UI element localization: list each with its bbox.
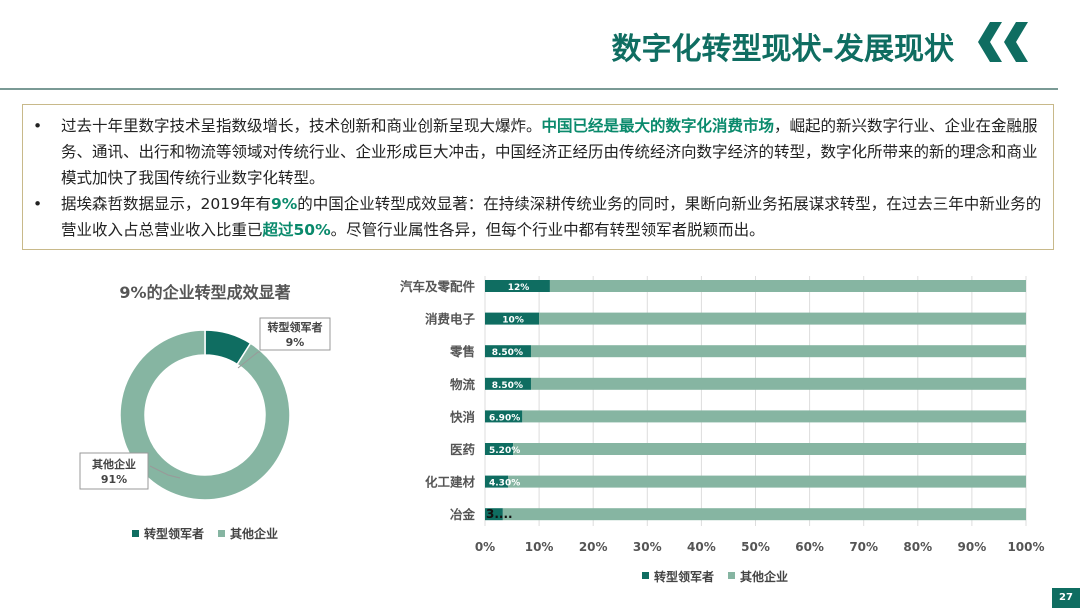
x-tick-label: 50% <box>741 540 770 554</box>
x-tick-label: 10% <box>525 540 554 554</box>
bar-segment <box>530 345 1026 358</box>
text-span: 。尽管行业属性各异，但每个行业中都有转型领军者脱颖而出。 <box>330 221 765 239</box>
y-category-label: 快消 <box>450 409 476 424</box>
data-label: 5.20% <box>489 446 520 456</box>
summary-box: • 过去十年里数字技术呈指数级增长，技术创新和商业创新呈现大爆炸。中国已经是最大的… <box>22 104 1054 250</box>
bar-segment <box>485 312 540 325</box>
legend-label: 其他企业 <box>740 569 788 584</box>
slice-label-value: 91% <box>101 473 127 486</box>
callout-line <box>149 465 181 479</box>
x-tick-label: 70% <box>849 540 878 554</box>
highlight-text: 超过50% <box>262 221 331 239</box>
data-label: 12% <box>508 283 530 293</box>
data-label: 3.... <box>486 507 513 521</box>
slice-label-value: 9% <box>286 336 305 349</box>
bar-segment <box>485 508 503 521</box>
y-category-label: 汽车及零配件 <box>400 279 476 294</box>
y-category-label: 物流 <box>450 377 476 392</box>
data-label: 8.50% <box>492 381 523 391</box>
bar-segment <box>485 443 514 455</box>
x-tick-label: 90% <box>958 540 987 554</box>
x-tick-label: 20% <box>579 540 608 554</box>
legend-swatch <box>728 572 735 579</box>
legend-swatch <box>132 530 139 537</box>
bullet-dot: • <box>33 117 43 135</box>
bar-segment <box>485 410 523 423</box>
x-tick-label: 60% <box>795 540 824 554</box>
highlight-text: 9% <box>270 195 298 213</box>
page-title: 数字化转型现状-发展现状 <box>611 32 954 67</box>
callout-line <box>237 351 260 369</box>
y-category-label: 消费电子 <box>425 312 476 327</box>
bullet-item: • 过去十年里数字技术呈指数级增长，技术创新和商业创新呈现大爆炸。中国已经是最大的… <box>33 113 1043 191</box>
bar-segment <box>508 475 1026 488</box>
bullet-text: 过去十年里数字技术呈指数级增长，技术创新和商业创新呈现大爆炸。中国已经是最大的数… <box>61 113 1043 191</box>
bar-segment <box>549 280 1026 292</box>
bar-segment <box>522 410 1026 423</box>
text-span: 据埃森哲数据显示，2019年有 <box>61 195 271 213</box>
legend-label: 转型领军者 <box>654 569 714 584</box>
bar-segment <box>485 345 531 358</box>
bar-segment <box>513 443 1026 455</box>
bar-segment <box>539 312 1026 325</box>
chevron-left-icon <box>978 22 1028 62</box>
x-tick-label: 30% <box>633 540 662 554</box>
divider <box>0 88 1058 90</box>
bullet-item: • 据埃森哲数据显示，2019年有9%的中国企业转型成效显著：在持续深耕传统业务的… <box>33 191 1043 243</box>
legend-label: 转型领军者 <box>144 526 204 541</box>
bar-segment <box>485 475 509 488</box>
page-number: 27 <box>1052 588 1080 608</box>
bar-chart: 0% 10% 20% 30% 40% 50% 60% 70% 80% 90% 100% 汽车及零配件 1… <box>400 276 1045 584</box>
callout-box <box>259 317 331 351</box>
donut-slice <box>119 329 291 501</box>
text-span: 的中国企业转型成效显著：在持续深耕传统业务的同时，果断向新业务拓展谋求转型，在过… <box>61 195 1042 239</box>
chart-title: 9%的企业转型成效显著 <box>119 283 290 302</box>
slice-label-name: 其他企业 <box>92 457 136 471</box>
y-category-label: 冶金 <box>450 507 476 522</box>
text-span: 过去十年里数字技术呈指数级增长，技术创新和商业创新呈现大爆炸。 <box>61 117 542 135</box>
bullet-dot: • <box>33 195 43 213</box>
text-span: ，崛起的新兴数字行业、企业在金融服务、通讯、出行和物流等领域对传统行业、企业形成… <box>61 117 1038 187</box>
data-label: 6.90% <box>489 413 520 423</box>
data-label: 4.30% <box>489 479 520 489</box>
bar-segment <box>502 508 1026 521</box>
x-tick-label: 100% <box>1007 540 1044 554</box>
x-tick-label: 80% <box>903 540 932 554</box>
x-tick-label: 40% <box>687 540 716 554</box>
y-category-label: 零售 <box>449 344 475 359</box>
legend-label: 其他企业 <box>230 526 278 541</box>
legend-swatch <box>642 572 649 579</box>
y-category-label: 化工建材 <box>425 475 476 490</box>
y-category-label: 医药 <box>450 442 476 457</box>
legend-swatch <box>218 530 225 537</box>
data-label: 10% <box>502 316 524 326</box>
bar-segment <box>485 280 550 292</box>
data-label: 8.50% <box>492 348 523 358</box>
x-tick-label: 0% <box>475 540 495 554</box>
bar-segment <box>485 377 531 390</box>
bar-segment <box>530 377 1026 390</box>
slice-label-name: 转型领军者 <box>268 320 323 334</box>
bullet-text: 据埃森哲数据显示，2019年有9%的中国企业转型成效显著：在持续深耕传统业务的同… <box>61 191 1043 243</box>
callout-box <box>79 452 149 490</box>
highlight-text: 中国已经是最大的数字化消费市场 <box>541 117 775 135</box>
